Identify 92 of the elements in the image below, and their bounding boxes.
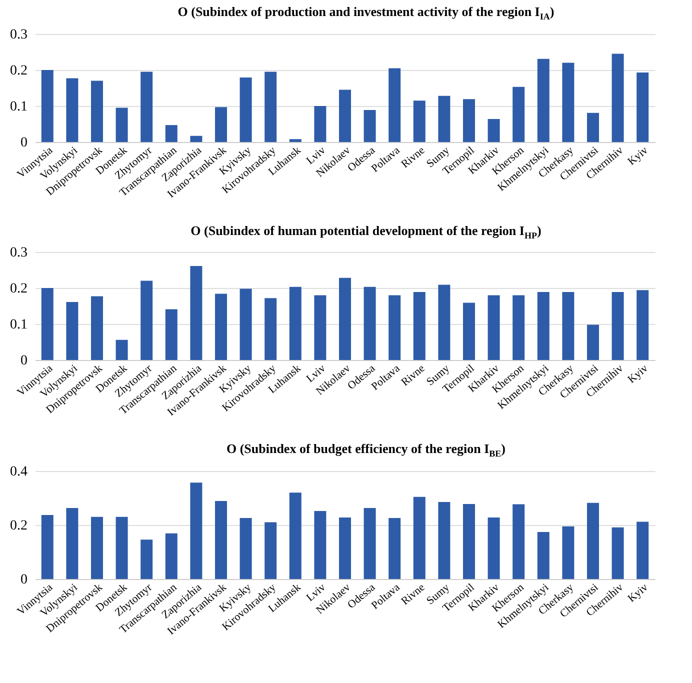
bar: [116, 107, 128, 142]
bar: [41, 288, 54, 360]
bar: [215, 106, 227, 142]
bar: [91, 516, 103, 579]
bar: [636, 522, 649, 579]
bar: [314, 295, 326, 360]
bar: [289, 287, 302, 360]
bar: [66, 508, 78, 579]
bar: [140, 539, 153, 579]
y-tick-label: 0: [20, 572, 28, 588]
bar: [66, 78, 78, 142]
bar: [463, 302, 475, 360]
bar: [537, 58, 550, 142]
bar: [91, 296, 103, 360]
bar: [587, 112, 599, 142]
bar: [41, 70, 54, 142]
bar: [240, 518, 252, 579]
bar: [364, 110, 376, 142]
y-tick-label: 0.1: [10, 99, 28, 114]
bar: [413, 100, 426, 142]
bar: [562, 526, 574, 579]
y-tick-label: 0.3: [10, 27, 28, 42]
bar: [488, 295, 500, 360]
y-tick-label: 0.3: [10, 246, 28, 261]
bar: [364, 508, 376, 579]
bar: [612, 527, 624, 579]
bar: [388, 518, 401, 579]
bar: [339, 278, 351, 360]
bar: [537, 292, 550, 360]
y-tick-label: 0.1: [10, 318, 28, 333]
bar: [537, 532, 550, 579]
bar: [116, 340, 128, 360]
bar: [140, 71, 153, 142]
bar: [512, 295, 525, 360]
bar: [264, 71, 277, 142]
bar: [140, 280, 153, 360]
bar: [488, 517, 500, 579]
bar: [438, 96, 450, 142]
bar: [438, 502, 450, 579]
bar: [413, 496, 426, 579]
bar: [413, 292, 426, 360]
bar: [215, 500, 227, 579]
y-tick-label: 0.2: [10, 282, 28, 297]
x-tick-label: Kyiv: [626, 580, 651, 605]
bar: [66, 302, 78, 360]
bar: [240, 288, 252, 360]
bar: [488, 118, 500, 142]
bar: [116, 516, 128, 579]
bar: [240, 77, 252, 142]
bar: [636, 290, 649, 360]
bar: [190, 482, 202, 579]
bar: [264, 522, 277, 579]
bar: [612, 53, 624, 142]
bar: [612, 292, 624, 360]
x-tick-label: Kyiv: [626, 144, 651, 168]
bar: [562, 62, 574, 142]
bar: [339, 517, 351, 579]
bar: [215, 294, 227, 360]
bar: [314, 106, 326, 142]
bar: [91, 80, 103, 142]
y-tick-label: 0.4: [10, 464, 28, 480]
bar: [636, 72, 649, 142]
bar: [339, 89, 351, 142]
bar: [587, 324, 599, 360]
bar: [289, 138, 302, 142]
bar: [562, 292, 574, 360]
bar: [364, 287, 376, 360]
bar: [438, 284, 450, 360]
bar: [388, 295, 401, 360]
y-tick-label: 0: [20, 354, 28, 369]
chart-title: O (Subindex of budget efficiency of the region I$_{BE}$): [225, 441, 506, 459]
x-tick-label: Kyiv: [626, 362, 651, 386]
y-tick-label: 0: [20, 135, 28, 150]
y-tick-label: 0.2: [10, 63, 28, 78]
bar: [463, 98, 475, 142]
bar: [463, 504, 475, 579]
chart-title: O (Subindex of human potential development of the region I$_{HP}$): [190, 222, 542, 240]
bar: [41, 514, 54, 579]
bar: [289, 492, 302, 579]
bar: [314, 510, 326, 579]
bar: [165, 124, 178, 142]
bar: [190, 266, 202, 360]
bar: [264, 298, 277, 360]
bar: [190, 135, 202, 142]
bar: [388, 68, 401, 142]
chart-title: O (Subindex of production and investment activity of the region I$_{IA}$): [176, 4, 556, 22]
bar: [587, 502, 599, 579]
bar: [512, 504, 525, 579]
bar: [165, 309, 178, 360]
bar: [165, 533, 178, 579]
y-tick-label: 0.2: [10, 518, 28, 534]
bar: [512, 86, 525, 142]
